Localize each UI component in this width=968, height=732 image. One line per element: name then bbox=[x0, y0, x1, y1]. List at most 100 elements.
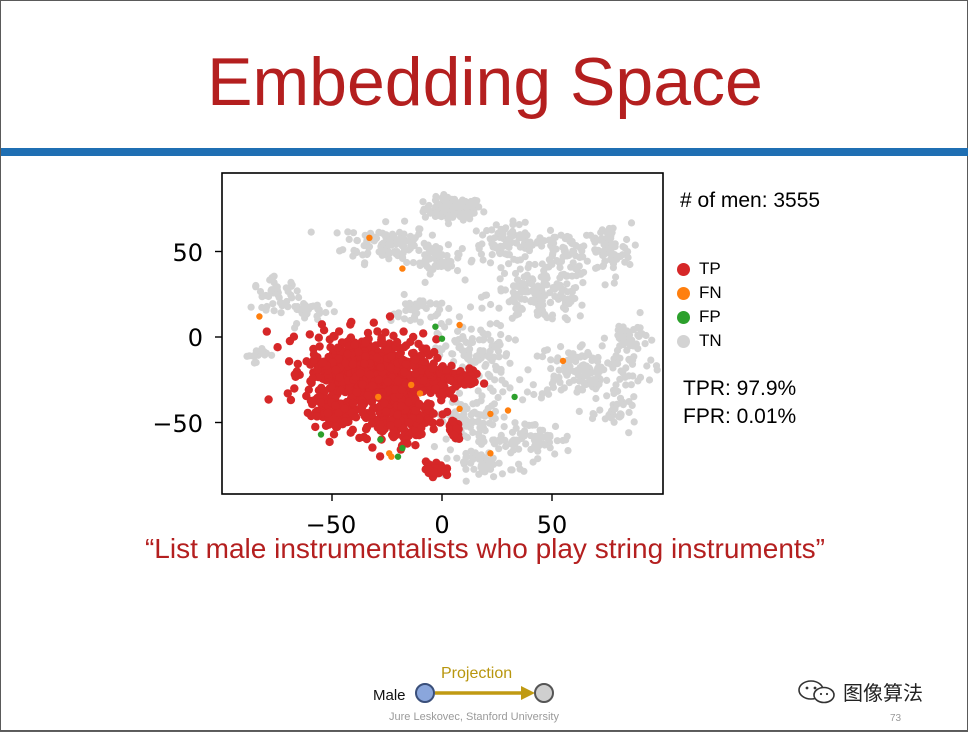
point-tn bbox=[479, 347, 487, 355]
point-tn bbox=[578, 247, 586, 255]
point-tn bbox=[477, 440, 486, 448]
point-tp bbox=[311, 422, 320, 432]
tpr-label: TPR: 97.9% bbox=[683, 377, 797, 400]
point-tp bbox=[376, 420, 385, 429]
point-tn bbox=[379, 239, 387, 247]
point-tp bbox=[262, 327, 271, 336]
point-tn bbox=[551, 285, 559, 293]
watermark-text: 图像算法 bbox=[843, 683, 923, 705]
point-tn bbox=[557, 231, 565, 239]
point-tn bbox=[277, 299, 285, 307]
point-tn bbox=[421, 278, 429, 286]
point-tn bbox=[270, 307, 278, 315]
point-tn bbox=[592, 394, 600, 403]
point-tn bbox=[614, 360, 622, 368]
point-tp bbox=[315, 342, 324, 351]
point-tp bbox=[419, 329, 428, 338]
point-tn bbox=[624, 253, 632, 262]
point-tn bbox=[575, 407, 583, 415]
point-tn bbox=[560, 244, 569, 252]
point-tn bbox=[553, 437, 561, 445]
point-tn bbox=[589, 410, 597, 418]
point-tn bbox=[513, 256, 522, 264]
point-tn bbox=[500, 423, 508, 431]
point-tp bbox=[348, 425, 357, 434]
point-tn bbox=[477, 463, 485, 471]
point-tp bbox=[479, 379, 489, 388]
point-tp bbox=[363, 328, 373, 338]
point-tp bbox=[411, 355, 420, 365]
point-tn bbox=[436, 306, 444, 314]
point-tn bbox=[561, 305, 570, 313]
point-tn bbox=[612, 273, 620, 281]
point-tn bbox=[252, 281, 260, 290]
point-tn bbox=[599, 261, 608, 269]
wechat-icon bbox=[798, 679, 835, 703]
point-tn bbox=[543, 346, 552, 354]
legend-label-tn: TN bbox=[699, 331, 722, 350]
point-tn bbox=[516, 265, 524, 273]
point-tn bbox=[512, 239, 520, 247]
point-tn bbox=[298, 305, 306, 313]
point-tp bbox=[365, 370, 375, 380]
point-tp bbox=[361, 338, 370, 348]
point-tn bbox=[546, 299, 554, 307]
point-tp bbox=[399, 327, 408, 336]
point-tn bbox=[557, 290, 565, 299]
point-tn bbox=[250, 359, 258, 367]
point-tn bbox=[521, 295, 529, 304]
point-tn bbox=[256, 288, 265, 296]
point-tn bbox=[406, 232, 415, 240]
point-tn bbox=[284, 287, 292, 295]
point-fp bbox=[399, 444, 406, 452]
point-tn bbox=[489, 460, 498, 468]
point-fp bbox=[511, 393, 518, 401]
point-tn bbox=[627, 381, 635, 389]
point-tp bbox=[465, 364, 474, 373]
point-tn bbox=[396, 228, 404, 236]
point-tn bbox=[509, 221, 517, 229]
point-tn bbox=[563, 280, 571, 288]
point-tn bbox=[469, 400, 477, 408]
point-tp bbox=[403, 439, 412, 448]
point-tp bbox=[428, 364, 437, 373]
point-tn bbox=[538, 242, 546, 250]
legend-item-fn: FN bbox=[677, 283, 722, 303]
point-tp bbox=[417, 423, 426, 433]
point-tn bbox=[484, 330, 492, 338]
tp-points bbox=[262, 312, 489, 482]
point-tn bbox=[521, 253, 529, 261]
point-tn bbox=[458, 245, 466, 253]
point-tp bbox=[302, 357, 311, 366]
point-tn bbox=[454, 327, 462, 335]
point-tp bbox=[331, 401, 340, 410]
point-tn bbox=[477, 293, 486, 301]
point-tn bbox=[262, 292, 270, 300]
point-fn bbox=[487, 410, 494, 418]
point-tn bbox=[497, 264, 505, 272]
point-tn bbox=[492, 366, 500, 374]
point-fp bbox=[377, 436, 384, 443]
point-tn bbox=[471, 358, 479, 366]
point-tn bbox=[641, 340, 649, 348]
point-tn bbox=[500, 269, 509, 277]
point-tn bbox=[571, 265, 580, 273]
point-tn bbox=[512, 424, 520, 432]
point-tn bbox=[530, 297, 538, 305]
point-tn bbox=[468, 256, 476, 264]
point-tp bbox=[393, 376, 403, 386]
point-tn bbox=[491, 407, 500, 416]
point-tn bbox=[598, 342, 606, 350]
point-tn bbox=[495, 459, 503, 467]
projected-node bbox=[534, 683, 554, 703]
point-tn bbox=[360, 261, 369, 269]
point-tn bbox=[448, 350, 456, 358]
point-tp bbox=[343, 349, 352, 359]
point-tn bbox=[411, 315, 419, 323]
point-tn bbox=[515, 460, 523, 468]
ytick-label: −50 bbox=[152, 410, 203, 438]
point-tn bbox=[421, 213, 429, 221]
point-tp bbox=[341, 359, 350, 368]
point-tn bbox=[460, 457, 469, 466]
